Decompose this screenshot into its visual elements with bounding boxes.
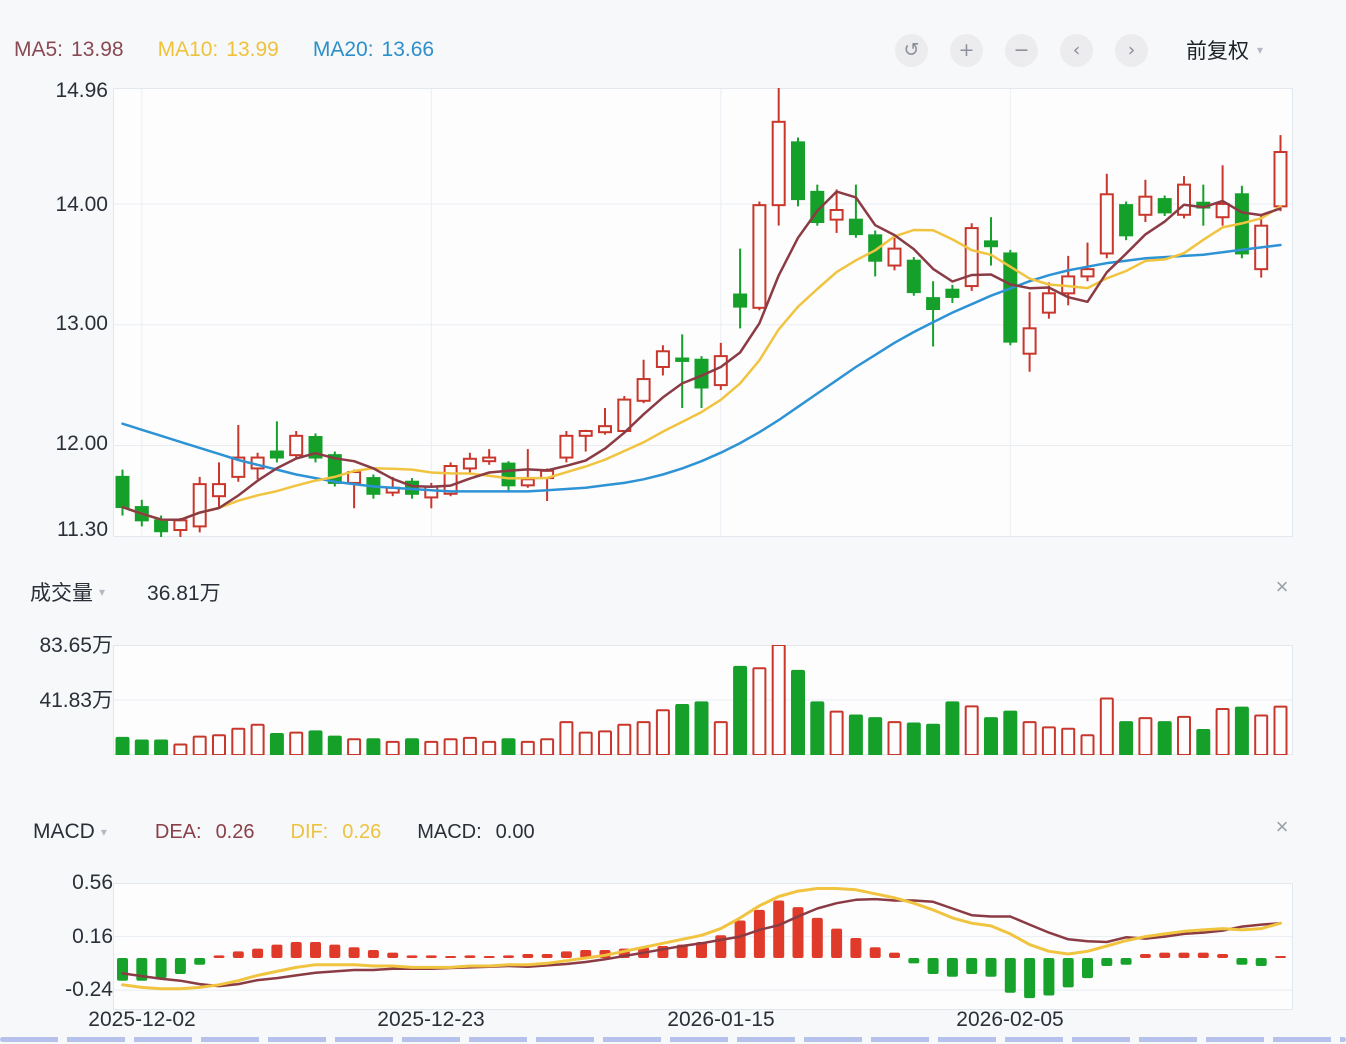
volume-chart[interactable] [113, 645, 1293, 755]
dea-value: 0.26 [215, 820, 255, 843]
ma5-label: MA5: [14, 38, 64, 61]
macd-tick-0: 0.56 [72, 871, 113, 894]
x-axis-label-2: 2026-01-15 [667, 1008, 775, 1031]
dea-label: DEA: [154, 820, 202, 843]
price-adjust-label: 前复权 [1186, 40, 1249, 63]
price-tick-2: 13.00 [55, 312, 108, 335]
ma20-legend: MA20: 13.66 [313, 38, 434, 62]
price-tick-4: 11.30 [57, 518, 108, 541]
ma5-value: 13.98 [71, 38, 124, 61]
volume-current-value: 36.81万 [147, 582, 221, 605]
ma20-value: 13.66 [381, 38, 435, 61]
chevron-down-icon: ▾ [1257, 43, 1264, 57]
candlestick-chart[interactable] [113, 88, 1293, 537]
dif-label: DIF: [290, 820, 329, 843]
zoom-out-icon[interactable]: − [1005, 33, 1038, 67]
macd-indicator-dropdown[interactable]: MACD ▾ [33, 820, 107, 844]
volume-tick-0: 83.65万 [39, 634, 113, 657]
chevron-down-icon: ▾ [100, 825, 107, 839]
zoom-in-icon[interactable]: + [950, 33, 983, 67]
volume-header: 成交量 ▾ 36.81万 [30, 578, 1270, 606]
ma-legend: MA5: 13.98 MA10: 13.99 MA20: 13.66 [14, 30, 434, 70]
volume-indicator-dropdown[interactable]: 成交量 ▾ [30, 577, 105, 607]
ma10-legend: MA10: 13.99 [158, 38, 279, 62]
price-tick-3: 12.00 [55, 432, 108, 455]
time-range-scrollbar[interactable] [0, 1037, 1346, 1042]
ma10-label: MA10: [157, 38, 219, 61]
chart-toolbar: ↺ + − ‹ › 前复权 ▾ [895, 30, 1263, 70]
price-adjust-dropdown[interactable]: 前复权 ▾ [1186, 35, 1263, 65]
macd-label: MACD: [417, 820, 482, 843]
macd-values: DEA: 0.26 DIF: 0.26 MACD: 0.00 [155, 821, 535, 844]
dif-value: 0.26 [342, 820, 382, 843]
macd-tick-2: -0.24 [65, 978, 113, 1001]
macd-chart[interactable] [113, 883, 1293, 1010]
macd-title: MACD [33, 820, 95, 843]
ma5-legend: MA5: 13.98 [14, 38, 124, 62]
ma10-value: 13.99 [226, 38, 279, 61]
chevron-down-icon: ▾ [99, 585, 106, 599]
x-axis-label-0: 2025-12-02 [88, 1008, 196, 1031]
indicator-header: MA5: 13.98 MA10: 13.99 MA20: 13.66 ↺ + − ‹ … [0, 30, 1346, 70]
macd-close-icon[interactable]: × [1269, 814, 1295, 840]
pan-left-icon[interactable]: ‹ [1060, 33, 1093, 67]
macd-value: 0.00 [495, 820, 535, 843]
volume-close-icon[interactable]: × [1269, 574, 1295, 600]
volume-tick-1: 41.83万 [39, 689, 113, 712]
pan-right-icon[interactable]: › [1115, 33, 1148, 67]
volume-title: 成交量 [30, 582, 93, 605]
x-axis-label-1: 2025-12-23 [377, 1008, 485, 1031]
ma20-label: MA20: [312, 38, 374, 61]
x-axis-label-3: 2026-02-05 [956, 1008, 1064, 1031]
macd-tick-1: 0.16 [72, 925, 113, 948]
price-tick-0: 14.96 [55, 79, 108, 102]
undo-icon[interactable]: ↺ [895, 33, 928, 67]
macd-header: MACD ▾ DEA: 0.26 DIF: 0.26 MACD: 0.00 [33, 818, 1273, 846]
price-tick-1: 14.00 [55, 193, 108, 216]
